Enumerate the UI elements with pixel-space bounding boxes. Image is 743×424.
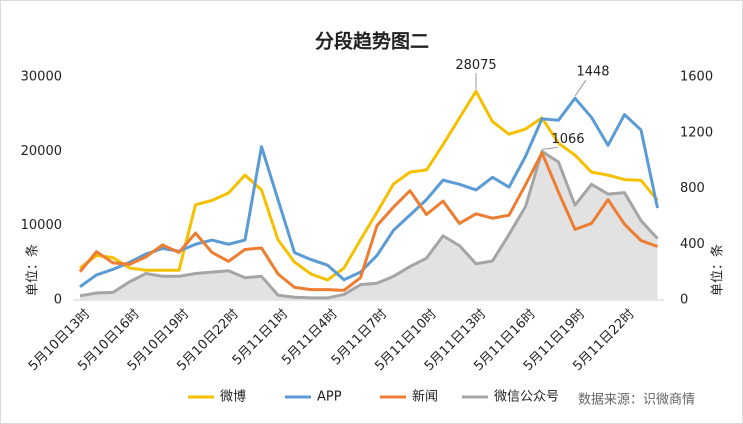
annotation-leader bbox=[574, 79, 587, 97]
legend-label: APP bbox=[317, 390, 342, 405]
data-label: 1448 bbox=[576, 65, 609, 80]
source-note: 数据来源：识微商情 bbox=[578, 393, 695, 408]
y-tick-label: 30000 bbox=[21, 70, 62, 85]
line bbox=[78, 151, 659, 292]
y-tick-label: 10000 bbox=[21, 218, 62, 233]
legend-label: 微信公众号 bbox=[494, 390, 559, 405]
area bbox=[80, 151, 658, 300]
y2-tick-label: 800 bbox=[680, 181, 705, 196]
y-tick-label: 20000 bbox=[21, 144, 62, 159]
line bbox=[79, 149, 659, 300]
legend-label: 新闻 bbox=[412, 389, 438, 405]
legend-label: 微博 bbox=[220, 390, 246, 405]
y-axis-label: 单位：条 bbox=[25, 244, 41, 296]
annotation-leader bbox=[541, 146, 558, 150]
y2-axis-label: 单位：条 bbox=[710, 244, 726, 296]
y-tick-label: 0 bbox=[54, 293, 62, 308]
data-label: 1066 bbox=[551, 132, 584, 147]
line bbox=[79, 89, 659, 282]
y2-tick-label: 0 bbox=[680, 293, 688, 308]
y2-tick-label: 1600 bbox=[680, 70, 713, 85]
y2-tick-label: 400 bbox=[680, 237, 705, 252]
y2-tick-label: 1200 bbox=[680, 125, 713, 140]
data-label: 28075 bbox=[455, 58, 496, 73]
chart-title: 分段趋势图二 bbox=[315, 30, 429, 53]
